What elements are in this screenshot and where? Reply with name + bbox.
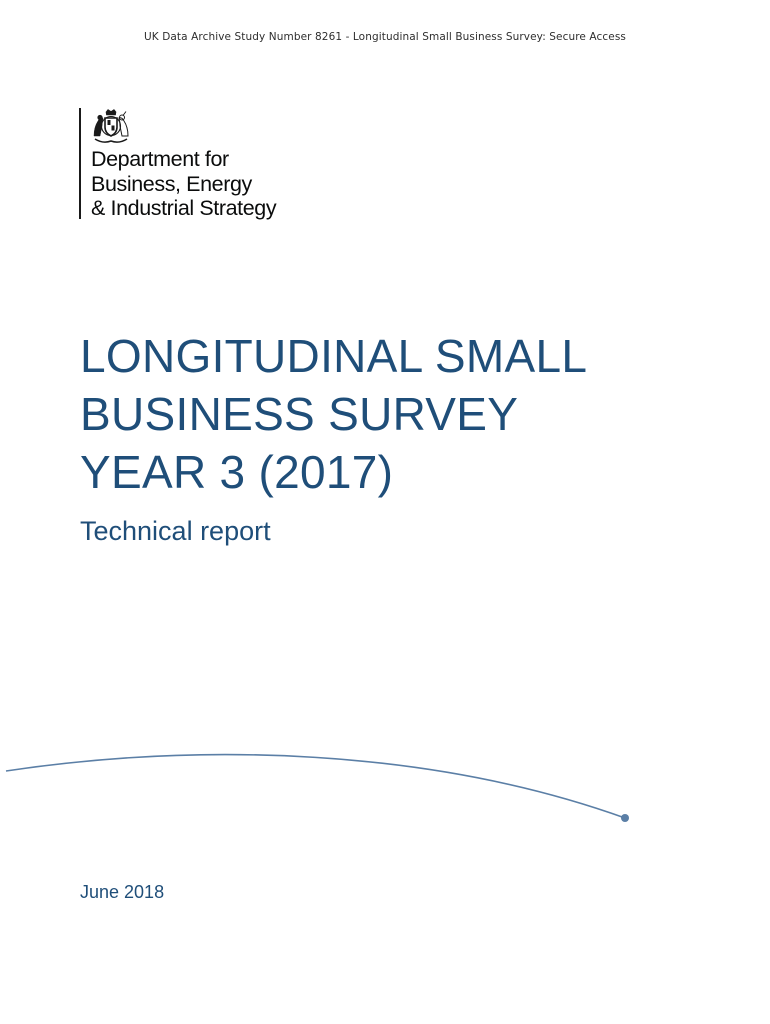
department-name-line: Department for [91,147,229,171]
department-name-line: & Industrial Strategy [91,196,277,220]
report-title-line: BUSINESS SURVEY [80,388,519,440]
report-subtitle: Technical report [80,516,271,546]
department-logo: Department for Business, Energy & Indust… [79,108,277,220]
arc-end-dot [621,814,629,822]
report-title-line: LONGITUDINAL SMALL [80,330,588,382]
report-title: LONGITUDINAL SMALL BUSINESS SURVEY YEAR … [80,327,740,501]
decorative-arc [5,753,629,822]
department-name: Department for Business, Energy & Indust… [91,147,331,221]
department-name-line: Business, Energy [91,171,252,196]
arc-line [5,753,626,819]
publication-date: June 2018 [80,882,165,902]
report-title-line: YEAR 3 (2017) [80,446,394,498]
royal-coat-of-arms-icon [93,109,129,143]
header-note: UK Data Archive Study Number 8261 - Long… [144,31,626,43]
